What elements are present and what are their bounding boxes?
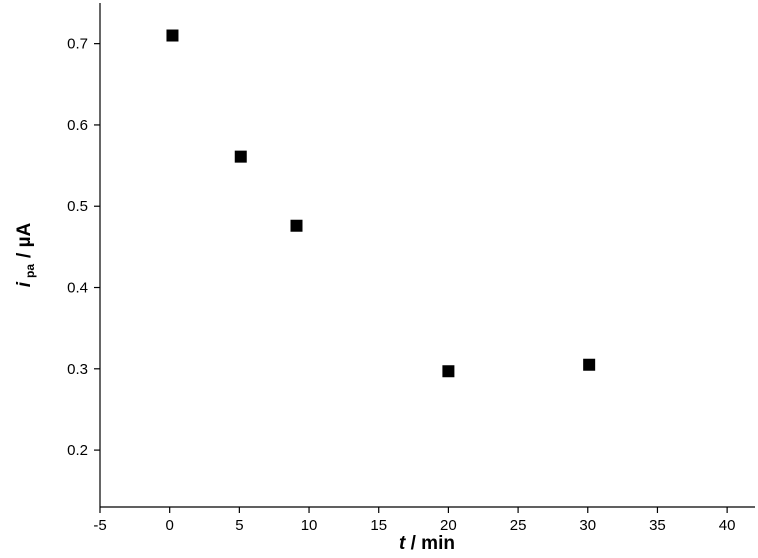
y-axis-label: i pa / µA	[14, 222, 37, 287]
x-label-symbol: t	[399, 533, 406, 554]
marker	[290, 219, 303, 232]
x-tick-label: 5	[235, 517, 243, 534]
y-label-unit: / µA	[14, 222, 35, 258]
x-tick-label: 0	[166, 517, 174, 534]
marker	[442, 365, 455, 378]
y-tick-label: 0.3	[67, 361, 88, 378]
x-label-unit: / min	[411, 533, 455, 554]
y-label-subscript: pa	[23, 264, 37, 278]
x-tick-label: 10	[301, 517, 318, 534]
marker	[234, 150, 247, 163]
x-tick-label: 15	[370, 517, 387, 534]
y-tick-label: 0.7	[67, 36, 88, 53]
x-tick-label: 25	[510, 517, 527, 534]
x-tick-label: 30	[579, 517, 596, 534]
y-tick-label: 0.5	[67, 198, 88, 215]
x-tick-label: 20	[440, 517, 457, 534]
x-tick-label: -5	[93, 517, 106, 534]
marker	[583, 358, 596, 371]
y-tick-label: 0.4	[67, 280, 88, 297]
y-tick-label: 0.2	[67, 442, 88, 459]
y-tick-label: 0.6	[67, 117, 88, 134]
x-tick-label: 40	[719, 517, 736, 534]
x-tick-label: 35	[649, 517, 666, 534]
x-axis-label: t / min	[399, 533, 455, 554]
marker	[166, 29, 179, 42]
y-label-symbol: i	[14, 281, 35, 287]
